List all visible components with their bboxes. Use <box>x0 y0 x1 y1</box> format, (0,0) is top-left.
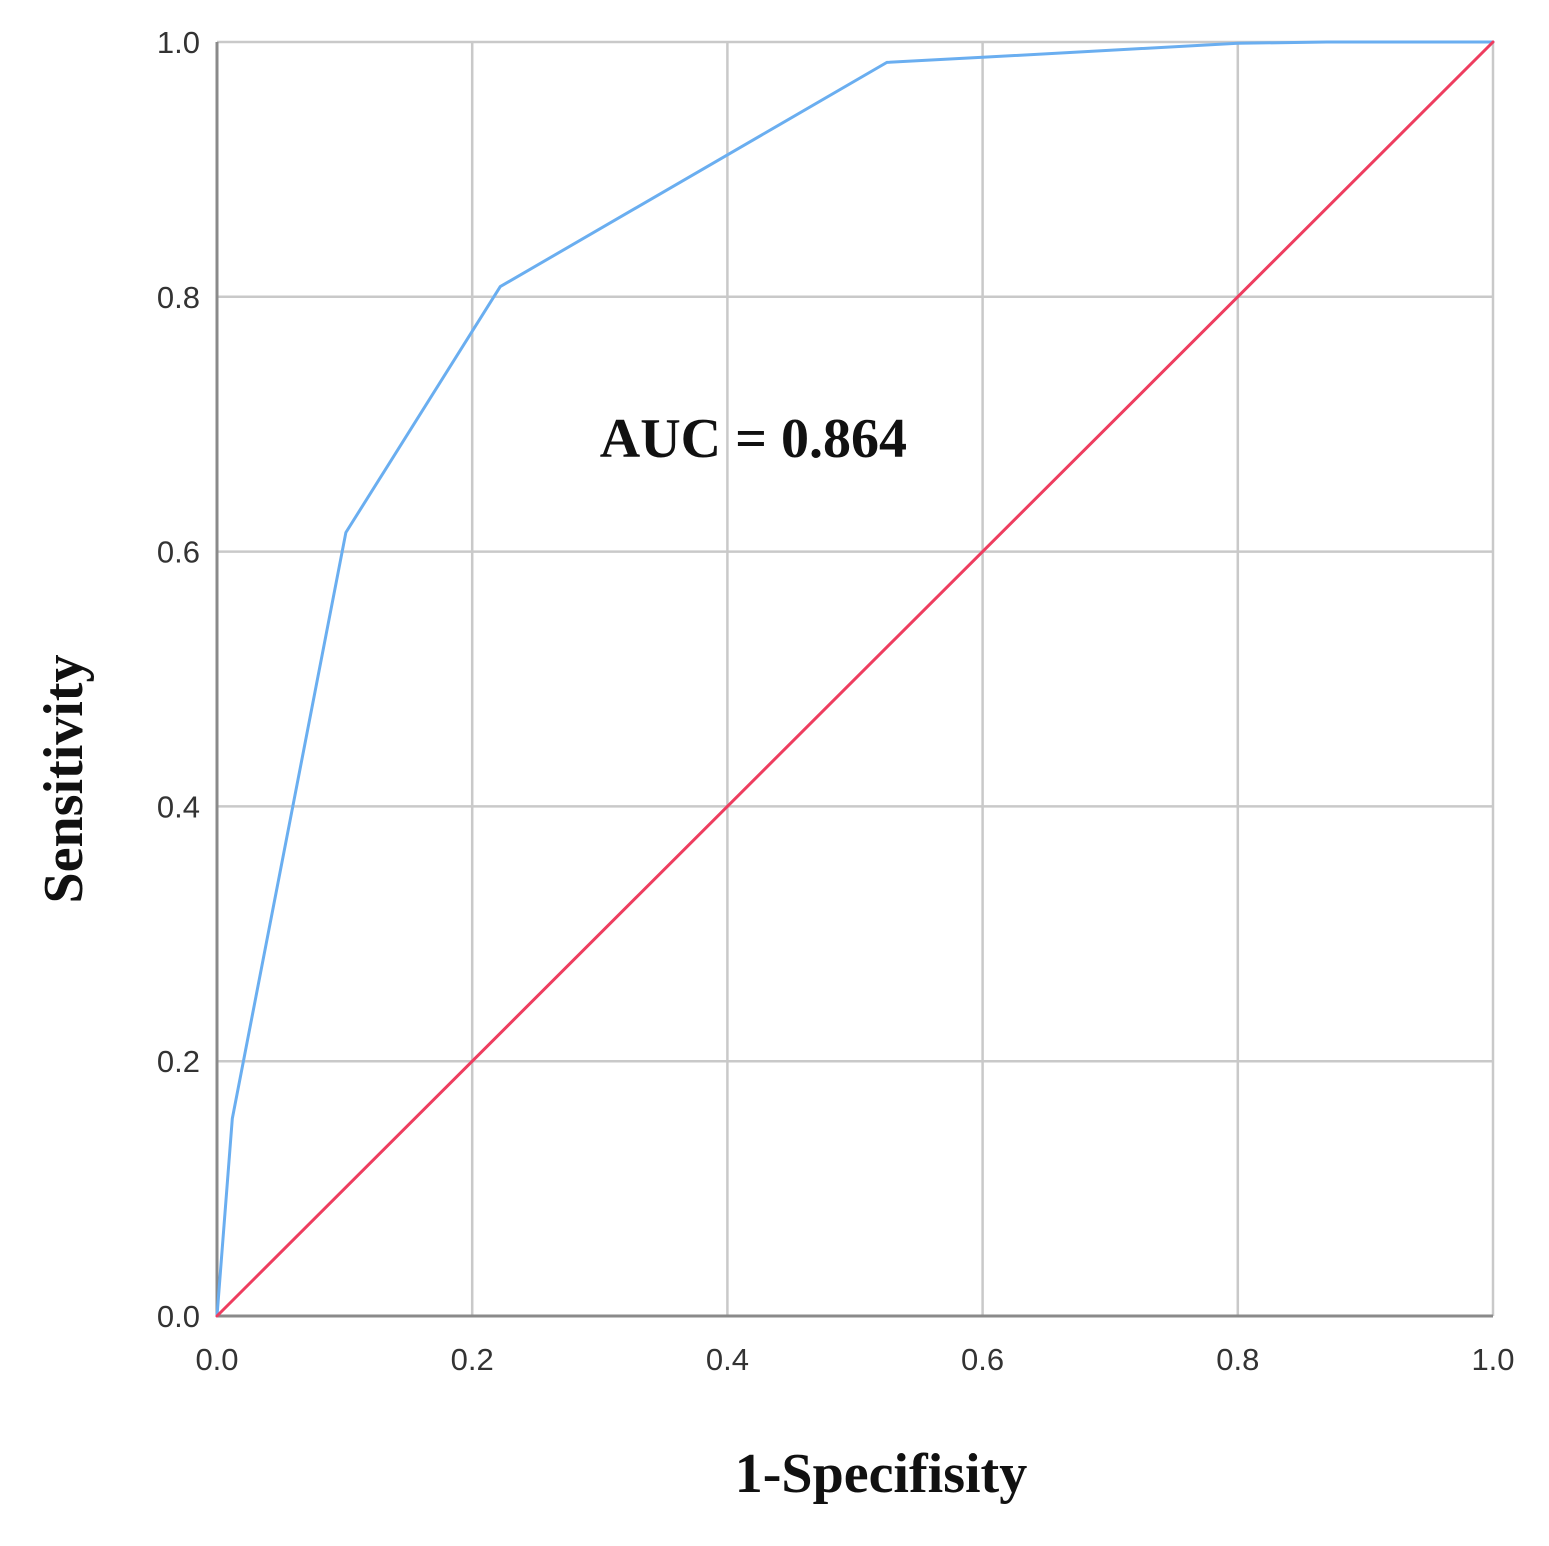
grid-lines <box>215 40 1495 1318</box>
y-tick-label: 0.8 <box>157 280 200 315</box>
y-tick-label: 0.2 <box>157 1044 200 1079</box>
x-tick-label: 0.4 <box>706 1342 749 1377</box>
axes <box>215 42 1493 1318</box>
y-tick-label: 0.6 <box>157 535 200 570</box>
series-lines <box>215 40 1495 1318</box>
x-tick-label: 0.2 <box>451 1342 494 1377</box>
roc-curve-line <box>215 40 1495 1318</box>
x-axis-title: 1-Specifisity <box>735 1443 1027 1505</box>
x-tick-label: 0.8 <box>1216 1342 1259 1377</box>
auc-annotation: AUC = 0.864 <box>600 408 907 470</box>
x-tick-label: 0.0 <box>195 1342 238 1377</box>
y-tick-label: 1.0 <box>157 25 200 60</box>
x-tick-label: 0.6 <box>961 1342 1004 1377</box>
tick-labels: 0.0 0.2 0.4 0.6 0.8 1.0 0.0 0.2 0.4 0.6 0.8 1.0 <box>157 25 1515 1377</box>
y-tick-label: 0.0 <box>157 1299 200 1334</box>
y-tick-label: 0.4 <box>157 789 200 824</box>
x-tick-label: 1.0 <box>1471 1342 1514 1377</box>
y-axis-title: Sensitivity <box>33 655 95 904</box>
reference-diagonal-line <box>215 40 1495 1318</box>
